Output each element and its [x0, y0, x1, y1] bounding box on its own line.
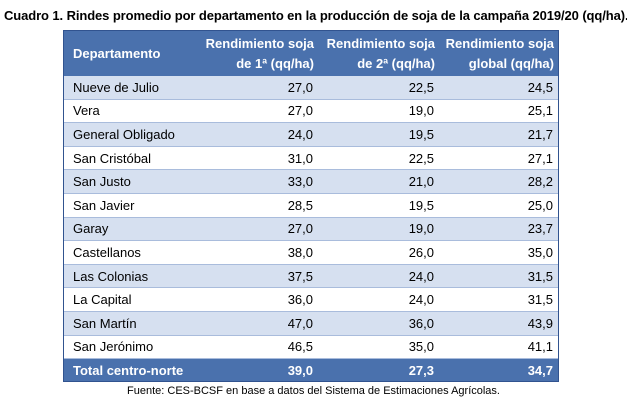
department-cell: San Martín: [64, 311, 196, 336]
table-caption: Cuadro 1. Rindes promedio por departamen…: [4, 8, 627, 23]
yield-cell: 24,0: [196, 122, 318, 147]
total-row: Total centro-norte 39,0 27,3 34,7: [64, 358, 558, 382]
yield-cell: 19,5: [318, 122, 439, 147]
yield-cell: 38,0: [196, 240, 318, 265]
yield-cell: 35,0: [439, 240, 558, 265]
table-row: General Obligado 24,0 19,5 21,7: [64, 122, 558, 147]
yield-cell: 24,0: [318, 287, 439, 312]
yield-cell: 19,0: [318, 99, 439, 124]
table-row: Las Colonias 37,5 24,0 31,5: [64, 264, 558, 289]
header-rendimiento-global: Rendimiento soja global (qq/ha): [439, 31, 558, 76]
yield-cell: 43,9: [439, 311, 558, 336]
header-rendimiento-2: Rendimiento soja de 2ª (qq/ha): [318, 31, 439, 76]
department-cell: San Justo: [64, 169, 196, 194]
yield-cell: 27,0: [196, 76, 318, 100]
yield-cell: 36,0: [196, 287, 318, 312]
department-cell: Nueve de Julio: [64, 76, 196, 100]
yield-cell: 33,0: [196, 169, 318, 194]
table-row: San Cristóbal 31,0 22,5 27,1: [64, 146, 558, 171]
yield-cell: 21,0: [318, 169, 439, 194]
yield-cell: 28,2: [439, 169, 558, 194]
yield-cell: 37,5: [196, 264, 318, 289]
total-cell: 27,3: [318, 358, 439, 382]
yield-cell: 25,0: [439, 193, 558, 218]
table-row: San Justo 33,0 21,0 28,2: [64, 169, 558, 194]
yield-cell: 24,0: [318, 264, 439, 289]
yield-table: Departamento Rendimiento soja de 1ª (qq/h…: [63, 30, 559, 383]
department-cell: La Capital: [64, 287, 196, 312]
yield-cell: 26,0: [318, 240, 439, 265]
yield-cell: 21,7: [439, 122, 558, 147]
total-cell: 34,7: [439, 358, 558, 382]
table-row: San Jerónimo 46,5 35,0 41,1: [64, 335, 558, 360]
header-departamento: Departamento: [64, 31, 196, 76]
source-note: Fuente: CES-BCSF en base a datos del Sis…: [127, 385, 500, 397]
department-cell: San Javier: [64, 193, 196, 218]
total-label: Total centro-norte: [64, 358, 196, 382]
yield-cell: 19,5: [318, 193, 439, 218]
table-row: Nueve de Julio 27,0 22,5 24,5: [64, 76, 558, 100]
table-row: Vera 27,0 19,0 25,1: [64, 99, 558, 124]
department-cell: Vera: [64, 99, 196, 124]
table-row: San Javier 28,5 19,5 25,0: [64, 193, 558, 218]
department-cell: San Jerónimo: [64, 335, 196, 360]
yield-cell: 27,0: [196, 99, 318, 124]
table-row: Garay 27,0 19,0 23,7: [64, 217, 558, 242]
yield-cell: 24,5: [439, 76, 558, 100]
total-cell: 39,0: [196, 358, 318, 382]
department-cell: General Obligado: [64, 122, 196, 147]
yield-cell: 27,1: [439, 146, 558, 171]
yield-cell: 19,0: [318, 217, 439, 242]
yield-cell: 31,5: [439, 264, 558, 289]
yield-cell: 46,5: [196, 335, 318, 360]
yield-cell: 28,5: [196, 193, 318, 218]
table-row: La Capital 36,0 24,0 31,5: [64, 287, 558, 312]
yield-cell: 31,5: [439, 287, 558, 312]
department-cell: Castellanos: [64, 240, 196, 265]
yield-cell: 23,7: [439, 217, 558, 242]
table-row: San Martín 47,0 36,0 43,9: [64, 311, 558, 336]
yield-cell: 36,0: [318, 311, 439, 336]
department-cell: Las Colonias: [64, 264, 196, 289]
yield-cell: 25,1: [439, 99, 558, 124]
yield-cell: 27,0: [196, 217, 318, 242]
yield-cell: 41,1: [439, 335, 558, 360]
yield-cell: 47,0: [196, 311, 318, 336]
yield-cell: 31,0: [196, 146, 318, 171]
table-header-row: Departamento Rendimiento soja de 1ª (qq/h…: [64, 31, 558, 76]
yield-cell: 35,0: [318, 335, 439, 360]
yield-cell: 22,5: [318, 76, 439, 100]
department-cell: Garay: [64, 217, 196, 242]
yield-cell: 22,5: [318, 146, 439, 171]
table-row: Castellanos 38,0 26,0 35,0: [64, 240, 558, 265]
header-rendimiento-1: Rendimiento soja de 1ª (qq/ha): [196, 31, 318, 76]
department-cell: San Cristóbal: [64, 146, 196, 171]
